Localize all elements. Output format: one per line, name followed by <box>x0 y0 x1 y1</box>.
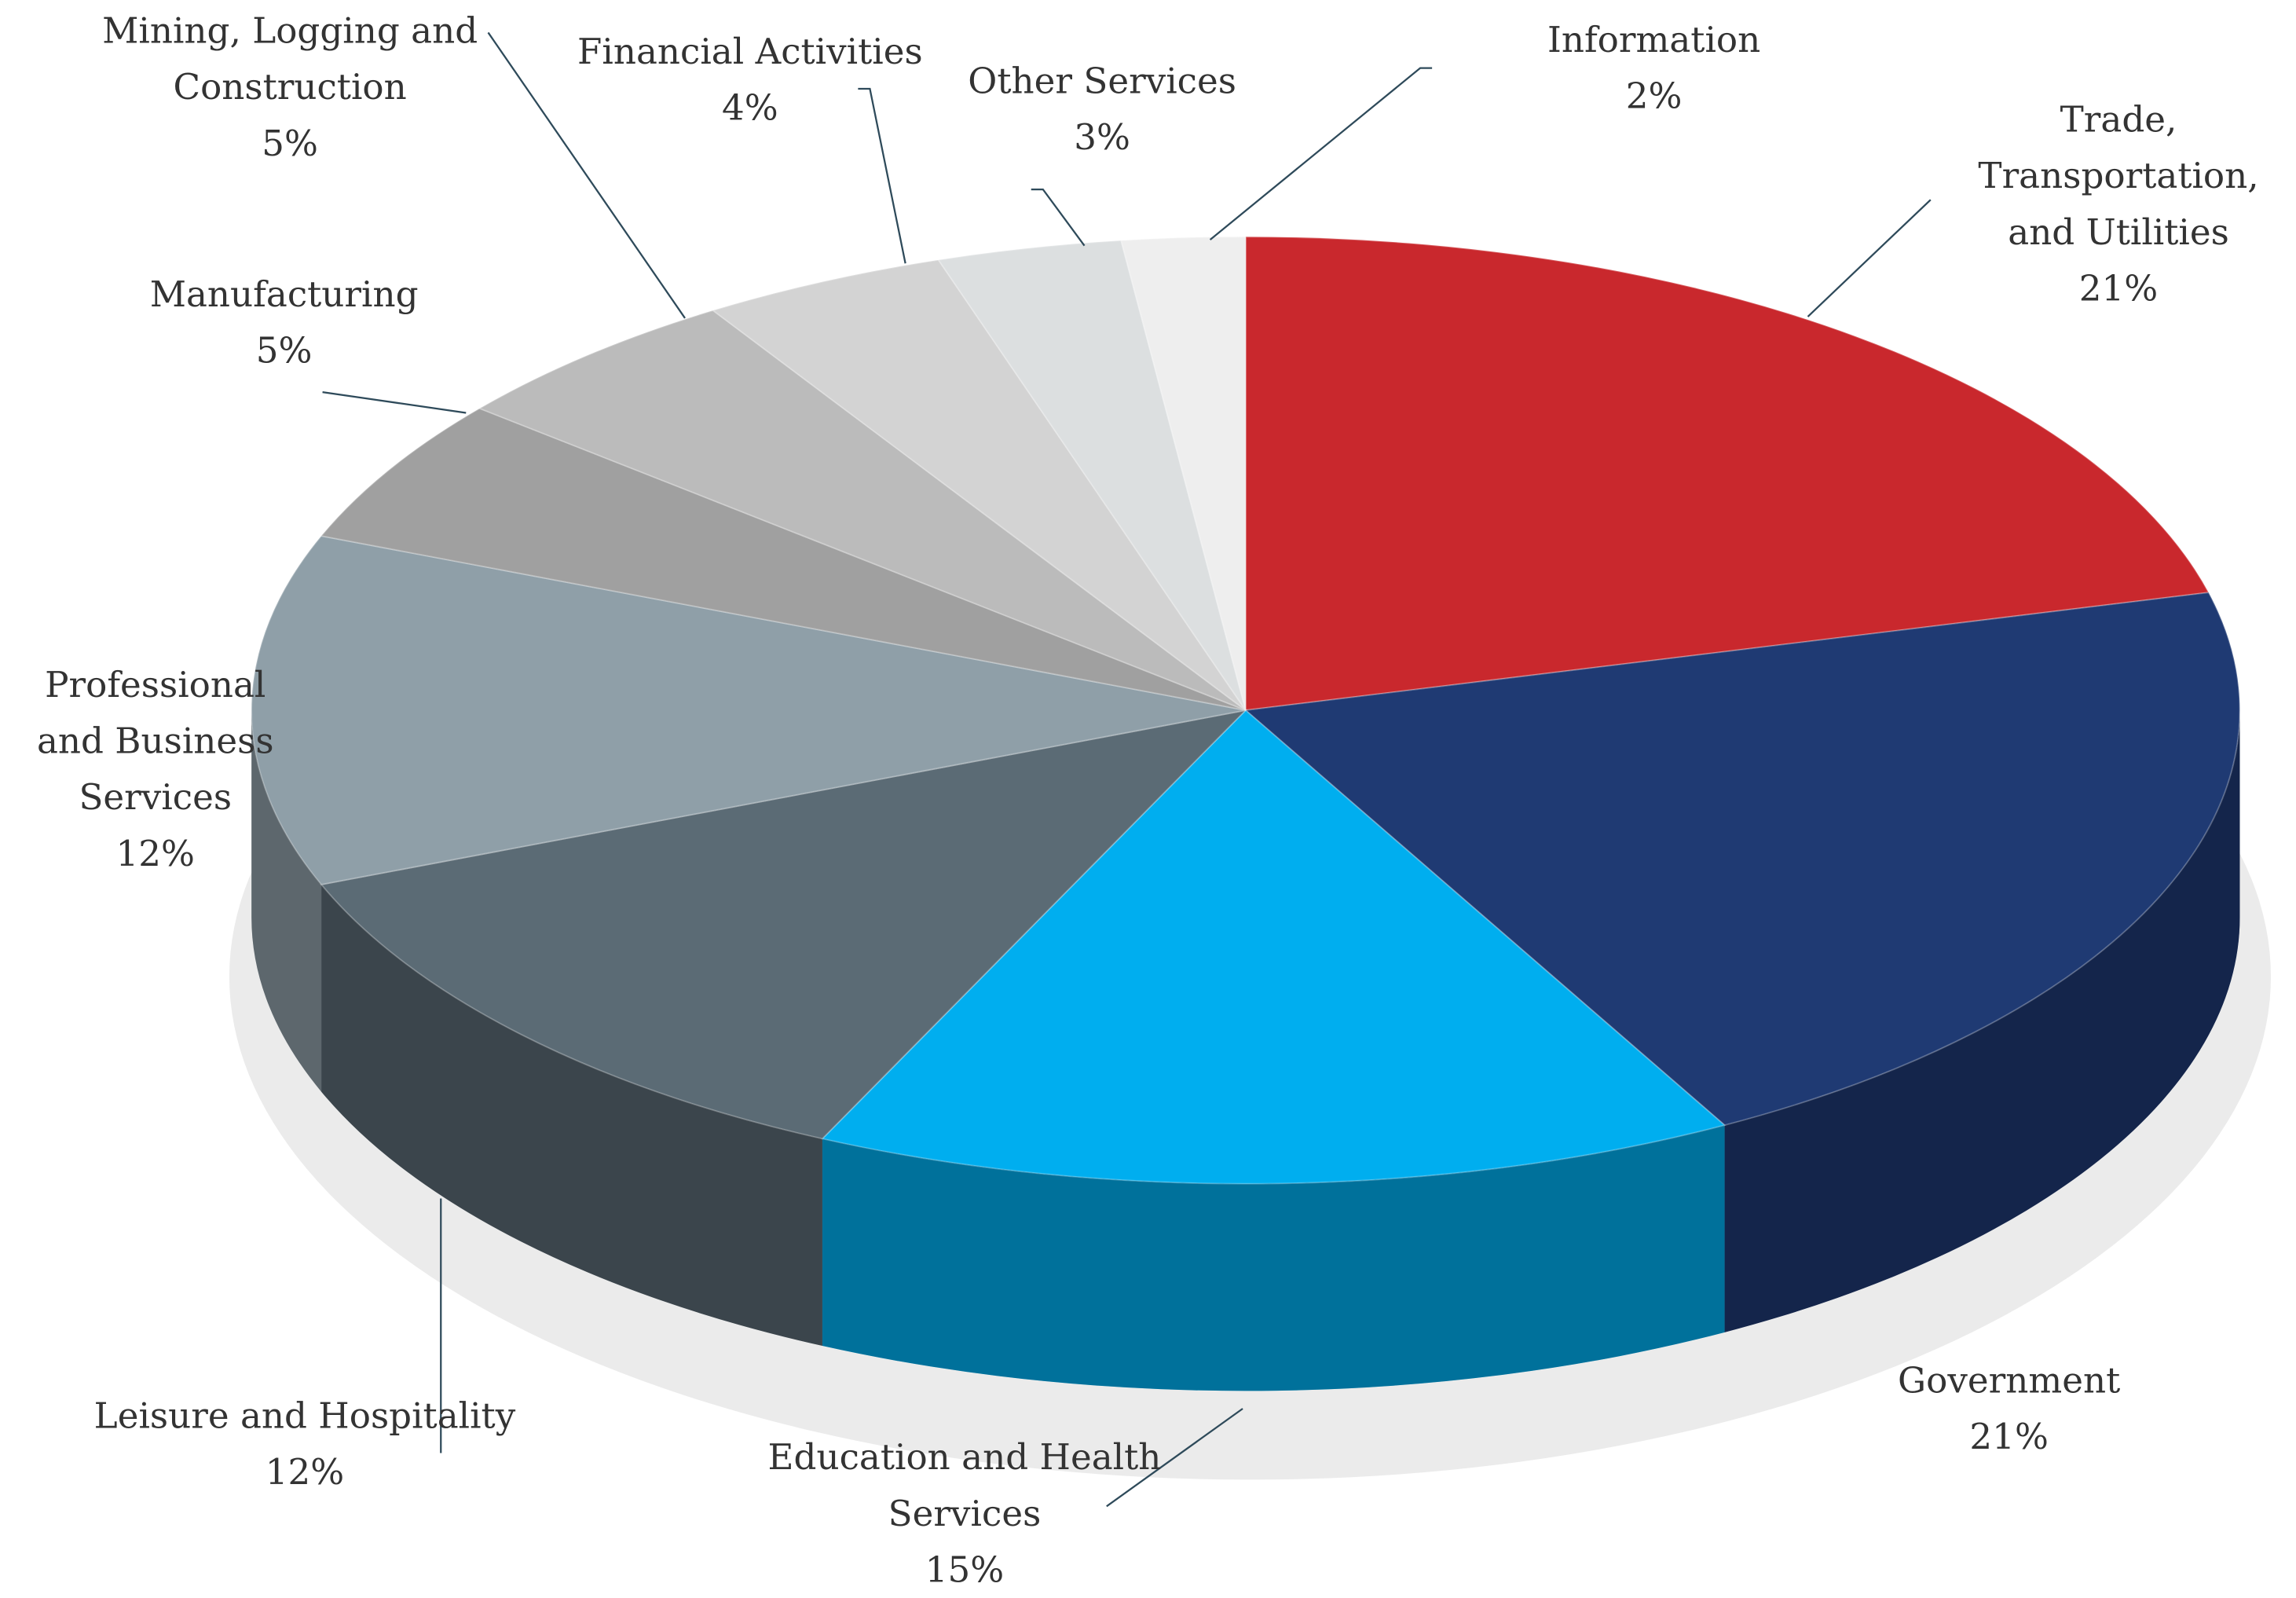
pie-side-shade <box>1724 710 2240 1332</box>
slice-label: Education and Health Services 15% <box>728 1429 1202 1598</box>
slice-label: Professional and Business Services 12% <box>7 657 303 881</box>
value-label: 12% <box>265 1451 345 1494</box>
slices <box>251 236 2241 1391</box>
leader-line <box>1031 188 1086 247</box>
pie-side <box>251 710 322 1092</box>
pie-side <box>1724 710 2240 1332</box>
pie-slice <box>821 709 1727 1185</box>
pie-side-shade <box>321 884 822 1347</box>
value-label: 12% <box>115 833 195 875</box>
leader-line <box>1209 67 1433 240</box>
leader-line <box>487 31 686 319</box>
slice-label: Government 21% <box>1846 1352 2171 1464</box>
category-name: Information <box>1547 19 1761 61</box>
slice-label: Leisure and Hospitality 12% <box>53 1388 556 1501</box>
value-label: 15% <box>925 1549 1005 1591</box>
category-name: Government <box>1898 1359 2121 1402</box>
value-label: 5% <box>262 123 318 165</box>
category-name: Education and Health Services <box>767 1436 1162 1535</box>
pie-slice <box>320 709 1248 1140</box>
pie-side-shade <box>822 1125 1725 1391</box>
slice-label: Manufacturing 5% <box>107 266 462 379</box>
category-name: Financial Activities <box>577 31 923 73</box>
slice-label: Trade, Transportation, and Utilities 21% <box>1948 92 2288 317</box>
category-name: Mining, Logging and Construction <box>102 10 478 108</box>
slice-label: Information 2% <box>1506 12 1802 124</box>
value-label: 3% <box>1074 116 1130 159</box>
value-label: 21% <box>1969 1416 2049 1458</box>
pie-side-shade <box>251 710 322 1092</box>
category-name: Leisure and Hospitality <box>93 1395 516 1437</box>
value-label: 2% <box>1625 75 1683 117</box>
category-name: Other Services <box>968 60 1236 102</box>
category-name: Trade, Transportation, and Utilities <box>1978 99 2259 254</box>
category-name: Manufacturing <box>149 273 419 316</box>
pie-slice <box>711 258 1247 711</box>
pie-slice <box>1243 592 2241 1127</box>
slice-label: Other Services 3% <box>939 53 1265 166</box>
pie-side <box>822 1125 1725 1391</box>
pie-slice <box>937 240 1247 711</box>
slice-label: Mining, Logging and Construction 5% <box>68 3 512 172</box>
value-label: 5% <box>255 329 313 372</box>
pie-slice <box>478 310 1247 711</box>
pie-slice <box>1244 236 2210 712</box>
leaders <box>322 31 1932 1508</box>
category-name: Professional and Business Services <box>36 664 274 819</box>
leader-line <box>322 390 467 414</box>
slice-label: Financial Activities 4% <box>536 24 965 136</box>
leader-line <box>858 87 906 264</box>
pie-slice <box>1119 236 1247 711</box>
leader-line <box>1106 1408 1243 1508</box>
leader-line <box>1807 199 1932 317</box>
pie-slice <box>320 407 1247 711</box>
value-label: 4% <box>722 87 778 129</box>
pie-slice <box>251 535 1246 885</box>
pie-side <box>321 884 822 1347</box>
value-label: 21% <box>2078 267 2159 310</box>
